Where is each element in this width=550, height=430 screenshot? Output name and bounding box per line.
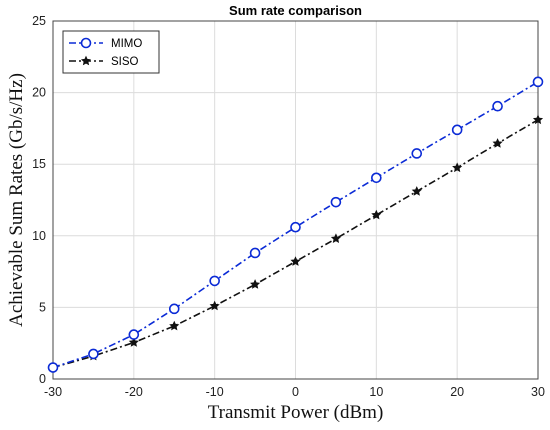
legend-item-siso: SISO xyxy=(69,55,139,68)
data-point-mimo xyxy=(88,348,99,360)
data-point-siso xyxy=(209,300,220,311)
legend-label-mimo: MIMO xyxy=(111,38,142,50)
x-tick-label: 10 xyxy=(369,385,383,399)
data-point-mimo xyxy=(371,172,382,184)
x-tick-label: -20 xyxy=(125,385,143,399)
data-point-mimo xyxy=(128,329,140,340)
y-tick-label: 10 xyxy=(32,229,46,243)
data-point-mimo xyxy=(532,76,544,88)
chart-title: Sum rate comparison xyxy=(229,3,362,18)
tick-labels: -30 -20 -10 0 10 20 30 0 5 10 15 20 25 xyxy=(32,14,545,399)
data-point-siso xyxy=(169,320,180,331)
data-point-siso xyxy=(452,162,463,173)
data-point-mimo xyxy=(330,196,342,208)
x-tick-label: 20 xyxy=(450,385,464,399)
legend-marker-siso xyxy=(80,55,92,66)
legend-item-mimo: MIMO xyxy=(69,37,142,50)
data-point-mimo xyxy=(168,303,180,315)
grid-lines xyxy=(52,20,539,380)
legend: MIMO SISO xyxy=(62,30,160,74)
y-tick-label: 5 xyxy=(39,300,46,314)
y-tick-label: 0 xyxy=(39,372,46,386)
y-tick-label: 20 xyxy=(32,86,46,100)
data-point-siso xyxy=(128,337,139,347)
data-point-siso xyxy=(250,279,261,289)
data-point-mimo xyxy=(290,221,301,233)
x-axis-label: Transmit Power (dBm) xyxy=(208,402,384,423)
y-tick-label: 25 xyxy=(32,14,46,28)
y-tick-label: 15 xyxy=(32,157,46,171)
x-tick-label: 30 xyxy=(531,385,545,399)
data-point-siso xyxy=(411,186,422,196)
data-point-siso xyxy=(532,114,544,125)
data-point-siso xyxy=(290,256,301,266)
y-axis-label: Achievable Sum Rates (Gb/s/Hz) xyxy=(6,73,27,327)
data-point-siso xyxy=(371,209,382,220)
data-point-mimo xyxy=(249,247,261,259)
x-tick-label: -10 xyxy=(206,385,224,399)
legend-marker-mimo xyxy=(80,37,92,49)
data-point-mimo xyxy=(492,100,503,112)
data-point-siso xyxy=(492,138,503,148)
data-point-mimo xyxy=(47,362,59,373)
x-tick-label: -30 xyxy=(44,385,62,399)
data-point-mimo xyxy=(411,148,423,159)
plot-area-frame xyxy=(52,20,539,380)
legend-box xyxy=(62,30,160,74)
legend-label-siso: SISO xyxy=(111,56,139,68)
series-layer xyxy=(47,76,544,373)
data-point-mimo xyxy=(451,124,463,136)
series-mimo xyxy=(47,76,544,373)
x-tick-label: 0 xyxy=(292,385,299,399)
data-point-mimo xyxy=(209,275,220,287)
data-point-siso xyxy=(330,233,341,243)
